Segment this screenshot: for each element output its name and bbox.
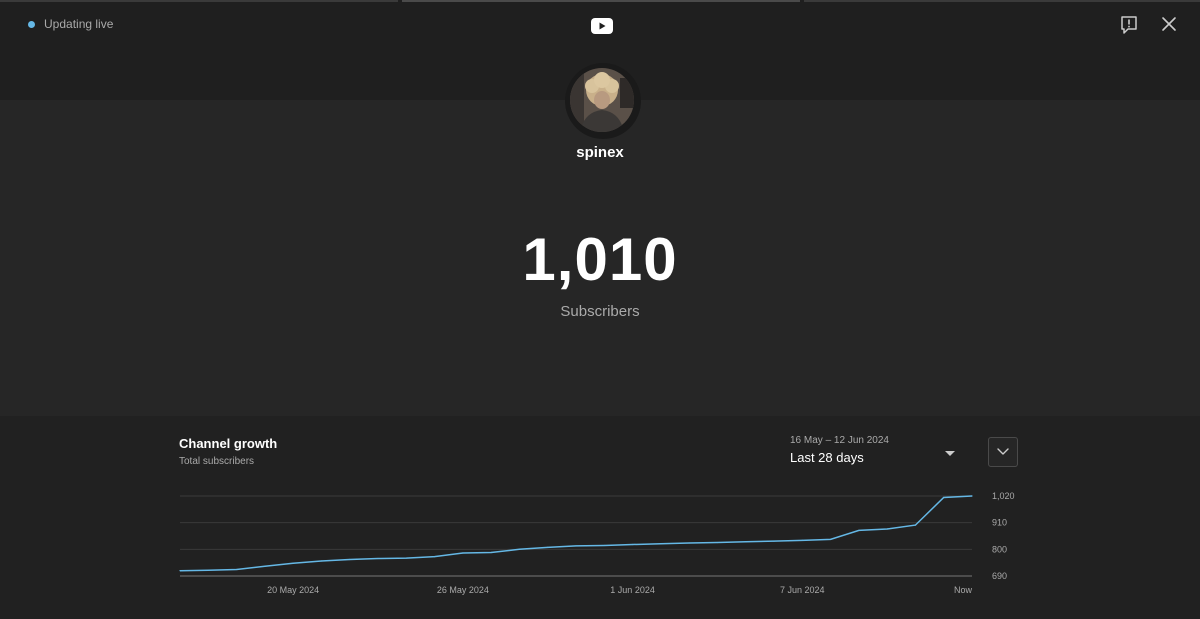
date-range: 16 May – 12 Jun 2024: [790, 435, 889, 446]
live-status-text: Updating live: [44, 17, 114, 31]
data-point: [433, 556, 436, 558]
data-point: [292, 562, 294, 564]
data-point: [575, 545, 577, 547]
subscriber-count: 1,010: [522, 226, 678, 293]
data-point: [858, 529, 860, 532]
data-point: [660, 543, 662, 545]
data-point: [801, 539, 803, 541]
data-point: [773, 540, 775, 542]
data-point: [235, 568, 238, 571]
y-tick-label: 800: [992, 544, 1007, 554]
data-point: [688, 542, 690, 544]
avatar[interactable]: [570, 68, 634, 132]
y-tick-label: 1,020: [992, 491, 1015, 501]
x-tick-label: 1 Jun 2024: [610, 585, 655, 595]
data-point: [745, 541, 747, 543]
period-label: Last 28 days: [790, 450, 864, 465]
live-dot-icon: [28, 20, 35, 28]
data-point: [603, 544, 605, 547]
y-tick-label: 690: [992, 571, 1007, 581]
data-point: [829, 538, 832, 540]
data-point: [405, 557, 407, 559]
x-tick-label: 26 May 2024: [437, 585, 489, 595]
data-point: [320, 560, 323, 562]
channel-name: spinex: [576, 144, 624, 161]
y-tick-label: 910: [992, 518, 1007, 528]
subscriber-label: Subscribers: [560, 303, 640, 320]
x-tick-label: Now: [954, 585, 973, 595]
data-point: [547, 546, 549, 548]
live-status: Updating live: [28, 16, 113, 32]
x-tick-label: 7 Jun 2024: [780, 585, 825, 595]
avatar-image: [570, 68, 634, 132]
chevron-down-icon: [997, 448, 1009, 455]
report-icon[interactable]: [1120, 15, 1138, 35]
data-point: [631, 543, 634, 546]
growth-title: Channel growth: [179, 436, 278, 451]
youtube-icon: [591, 18, 613, 34]
growth-subtitle: Total subscribers: [179, 456, 255, 467]
data-point: [518, 548, 521, 550]
data-point: [179, 570, 181, 572]
data-point: [349, 558, 351, 561]
data-point: [490, 551, 492, 554]
period-dropdown[interactable]: Last 28 days: [790, 449, 960, 469]
data-point: [886, 528, 888, 530]
x-tick-label: 20 May 2024: [267, 585, 319, 595]
caret-down-icon: [945, 451, 955, 456]
data-point: [971, 495, 973, 497]
data-point: [716, 541, 719, 544]
data-point: [943, 496, 945, 499]
data-point: [264, 565, 266, 567]
expand-chart-button[interactable]: [988, 437, 1018, 467]
growth-chart: 690 800 910 1,020 20 May 2024 26 May 2024 1 Ju…: [179, 491, 1015, 595]
data-point: [914, 524, 917, 526]
close-icon[interactable]: [1160, 15, 1178, 33]
data-point: [377, 557, 379, 560]
series-line-total-subscribers: [179, 495, 973, 572]
tab-strip: [0, 0, 1200, 3]
data-point: [207, 569, 209, 571]
data-point: [462, 552, 464, 554]
